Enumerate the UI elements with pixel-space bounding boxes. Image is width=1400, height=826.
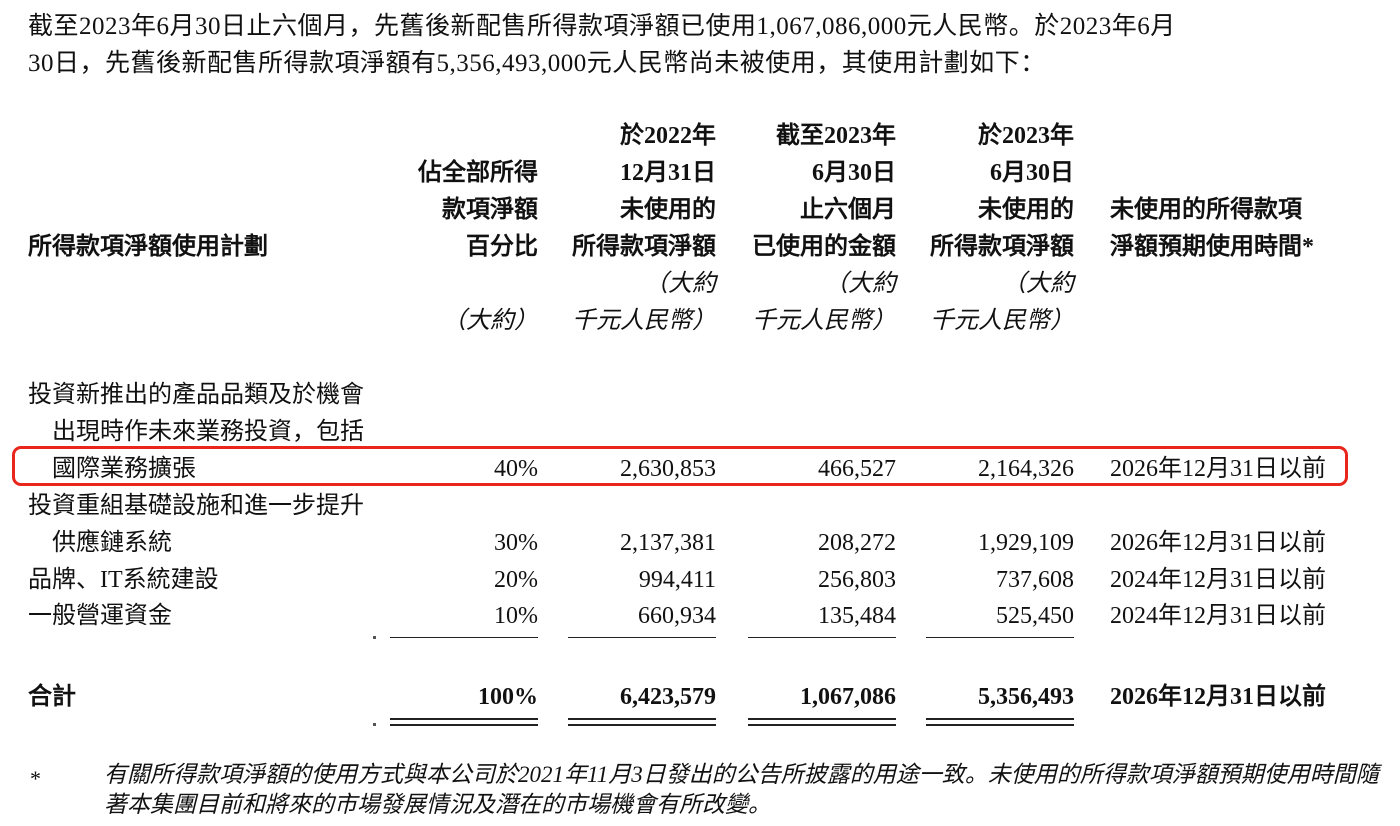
row-used-h1-2023: 135,484 — [818, 603, 896, 629]
intro-paragraph: 截至2023年6月30日止六個月，先舊後新配售所得款項淨額已使用1,067,08… — [28, 8, 1378, 82]
footnote-marker: * — [30, 766, 41, 791]
subtotal-rule — [748, 637, 896, 638]
highlight-box — [12, 446, 1348, 486]
unit-unused-2023: （大約 千元人民幣） — [930, 271, 1074, 334]
row-timeline: 2024年12月31日以前 — [1110, 603, 1326, 629]
total-double-rule — [390, 718, 538, 726]
header-timeline: 未使用的所得款項 淨額預期使用時間* — [1110, 197, 1314, 260]
row-timeline: 2024年12月31日以前 — [1110, 567, 1326, 593]
row-unused-2022: 2,630,853 — [620, 456, 716, 482]
row-used-h1-2023: 466,527 — [818, 456, 896, 482]
row-plan: 投資新推出的產品品類及於機會 出現時作未來業務投資，包括 國際業務擴張 — [28, 382, 364, 482]
unit-percent: （大約） — [442, 308, 538, 334]
total-used-h1-2023: 1,067,086 — [800, 684, 896, 710]
footnote-text: 有關所得款項淨額的使用方式與本公司於2021年11月3日發出的公告所披露的用途一… — [104, 762, 1379, 817]
intro-line-2: 30日，先舊後新配售所得款項淨額有5,356,493,000元人民幣尚未被使用，… — [28, 50, 1046, 77]
row-plan: 一般營運資金 — [28, 603, 172, 629]
row-percent: 10% — [494, 603, 538, 629]
unit-used-h1-2023: （大約 千元人民幣） — [752, 271, 896, 334]
header-unused-2022: 於2022年 12月31日 未使用的 所得款項淨額 — [572, 123, 716, 260]
row-unused-2023: 2,164,326 — [978, 456, 1074, 482]
row-percent: 30% — [494, 530, 538, 556]
row-used-h1-2023: 208,272 — [818, 530, 896, 556]
row-unused-2022: 994,411 — [638, 567, 716, 593]
header-percent: 佔全部所得 款項淨額 百分比 — [418, 160, 538, 260]
row-plan: 投資重組基礎設施和進一步提升 供應鏈系統 — [28, 493, 364, 556]
total-label: 合計 — [28, 684, 76, 710]
row-unused-2023: 525,450 — [996, 603, 1074, 629]
total-double-rule — [748, 718, 896, 726]
row-percent: 40% — [494, 456, 538, 482]
row-used-h1-2023: 256,803 — [818, 567, 896, 593]
subtotal-rule — [390, 637, 538, 638]
rule-tick — [373, 636, 376, 639]
total-double-rule — [926, 718, 1074, 726]
intro-line-1: 截至2023年6月30日止六個月，先舊後新配售所得款項淨額已使用1,067,08… — [28, 13, 1176, 40]
total-double-rule — [568, 718, 716, 726]
header-used-h1-2023: 截至2023年 6月30日 止六個月 已使用的金額 — [752, 123, 896, 260]
unit-unused-2022: （大約 千元人民幣） — [572, 271, 716, 334]
total-unused-2023: 5,356,493 — [978, 684, 1074, 710]
header-unused-2023: 於2023年 6月30日 未使用的 所得款項淨額 — [930, 123, 1074, 260]
row-unused-2022: 660,934 — [638, 603, 716, 629]
row-unused-2023: 737,608 — [996, 567, 1074, 593]
subtotal-rule — [926, 637, 1074, 638]
row-timeline: 2026年12月31日以前 — [1110, 456, 1326, 482]
row-percent: 20% — [494, 567, 538, 593]
total-percent: 100% — [478, 684, 538, 710]
total-unused-2022: 6,423,579 — [620, 684, 716, 710]
total-timeline: 2026年12月31日以前 — [1110, 684, 1326, 710]
subtotal-rule — [568, 637, 716, 638]
rule-tick — [373, 723, 376, 726]
row-plan: 品牌、IT系統建設 — [28, 567, 219, 593]
header-plan: 所得款項淨額使用計劃 — [28, 234, 268, 260]
row-unused-2022: 2,137,381 — [620, 530, 716, 556]
row-timeline: 2026年12月31日以前 — [1110, 530, 1326, 556]
row-unused-2023: 1,929,109 — [978, 530, 1074, 556]
